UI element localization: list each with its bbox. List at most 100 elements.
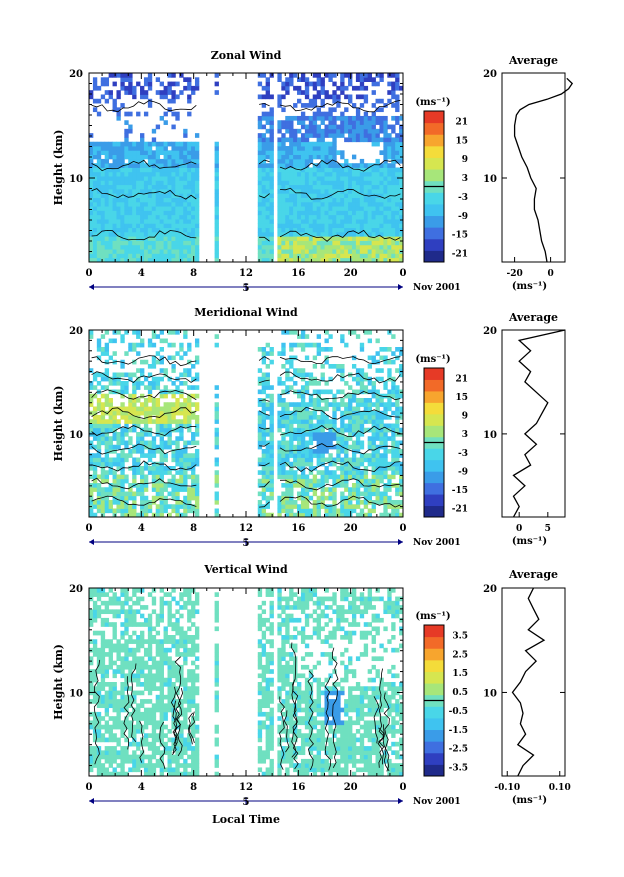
heatmap-cell [156,206,160,211]
heatmap-cell [266,407,270,412]
heatmap-cell [144,441,148,446]
heatmap-cell [356,377,360,382]
heatmap-cell [328,241,332,246]
heatmap-cell [309,99,313,104]
colorbar-segment [424,216,444,228]
heatmap-cell [262,487,266,492]
heatmap-cell [195,168,199,173]
heatmap-cell [379,475,383,480]
heatmap-cell [113,686,117,691]
heatmap-cell [266,402,270,407]
heatmap-cell [395,394,399,399]
heatmap-cell [148,339,152,344]
heatmap-cell [97,245,101,250]
heatmap-cell [128,419,132,424]
heatmap-cell [379,223,383,228]
heatmap-cell [128,180,132,185]
heatmap-cell [183,180,187,185]
heatmap-cell [317,453,321,458]
heatmap-cell [372,419,376,424]
heatmap-cell [156,215,160,220]
heatmap-cell [289,385,293,390]
heatmap-cell [105,605,109,610]
heatmap-cell [293,116,297,121]
heatmap-cell [105,159,109,164]
heatmap-cell [368,210,372,215]
heatmap-cell [160,146,164,151]
heatmap-cell [179,172,183,177]
heatmap-cell [175,202,179,207]
heatmap-cell [395,390,399,395]
heatmap-cell [325,168,329,173]
heatmap-cell [285,487,289,492]
heatmap-cell [285,424,289,429]
heatmap-cell [285,176,289,181]
heatmap-cell [168,236,172,241]
heatmap-cell [321,142,325,147]
heatmap-cell [116,691,120,696]
heatmap-cell [160,339,164,344]
heatmap-cell [297,394,301,399]
heatmap-cell [383,150,387,155]
heatmap-cell [379,116,383,121]
heatmap-cell [195,172,199,177]
heatmap-cell [101,351,105,356]
heatmap-cell [164,146,168,151]
heatmap-cell [340,202,344,207]
heatmap-cell [372,185,376,190]
heatmap-cell [352,475,356,480]
heatmap-cell [301,185,305,190]
heatmap-cell [175,142,179,147]
heatmap-cell [376,159,380,164]
heatmap-cell [171,219,175,224]
heatmap-cell [360,253,364,258]
heatmap-cell [97,729,101,734]
heatmap-cell [160,470,164,475]
heatmap-cell [372,394,376,399]
heatmap-cell [97,219,101,224]
heatmap-cell [332,146,336,151]
heatmap-cell [164,432,168,437]
heatmap-cell [93,419,97,424]
heatmap-cell [109,504,113,509]
heatmap-cell [160,673,164,678]
heatmap-cell [183,496,187,501]
heatmap-cell [332,402,336,407]
heatmap-cell [387,155,391,160]
heatmap-cell [215,180,219,185]
heatmap-cell [140,94,144,99]
heatmap-cell [372,232,376,237]
heatmap-cell [360,180,364,185]
heatmap-cell [340,339,344,344]
heatmap-cell [383,245,387,250]
heatmap-cell [152,673,156,678]
heatmap-cell [124,597,128,602]
heatmap-cell [164,202,168,207]
heatmap-cell [120,686,124,691]
heatmap-cell [215,168,219,173]
heatmap-cell [97,253,101,258]
heatmap-cell [136,249,140,254]
heatmap-cell [348,198,352,203]
heatmap-cell [266,466,270,471]
heatmap-cell [215,223,219,228]
heatmap-cell [317,215,321,220]
heatmap-cell [148,746,152,751]
heatmap-cell [215,462,219,467]
heatmap-cell [289,133,293,138]
heatmap-cell [168,223,172,228]
heatmap-cell [144,716,148,721]
heatmap-cell [116,330,120,335]
heatmap-cell [297,373,301,378]
heatmap-cell [175,150,179,155]
heatmap-cell [383,232,387,237]
heatmap-cell [148,419,152,424]
heatmap-cell [160,652,164,657]
heatmap-cell [105,609,109,614]
heatmap-cell [285,228,289,233]
heatmap-cell [144,648,148,653]
heatmap-cell [144,232,148,237]
heatmap-cell [120,755,124,760]
heatmap-cell [281,107,285,112]
heatmap-cell [262,86,266,91]
